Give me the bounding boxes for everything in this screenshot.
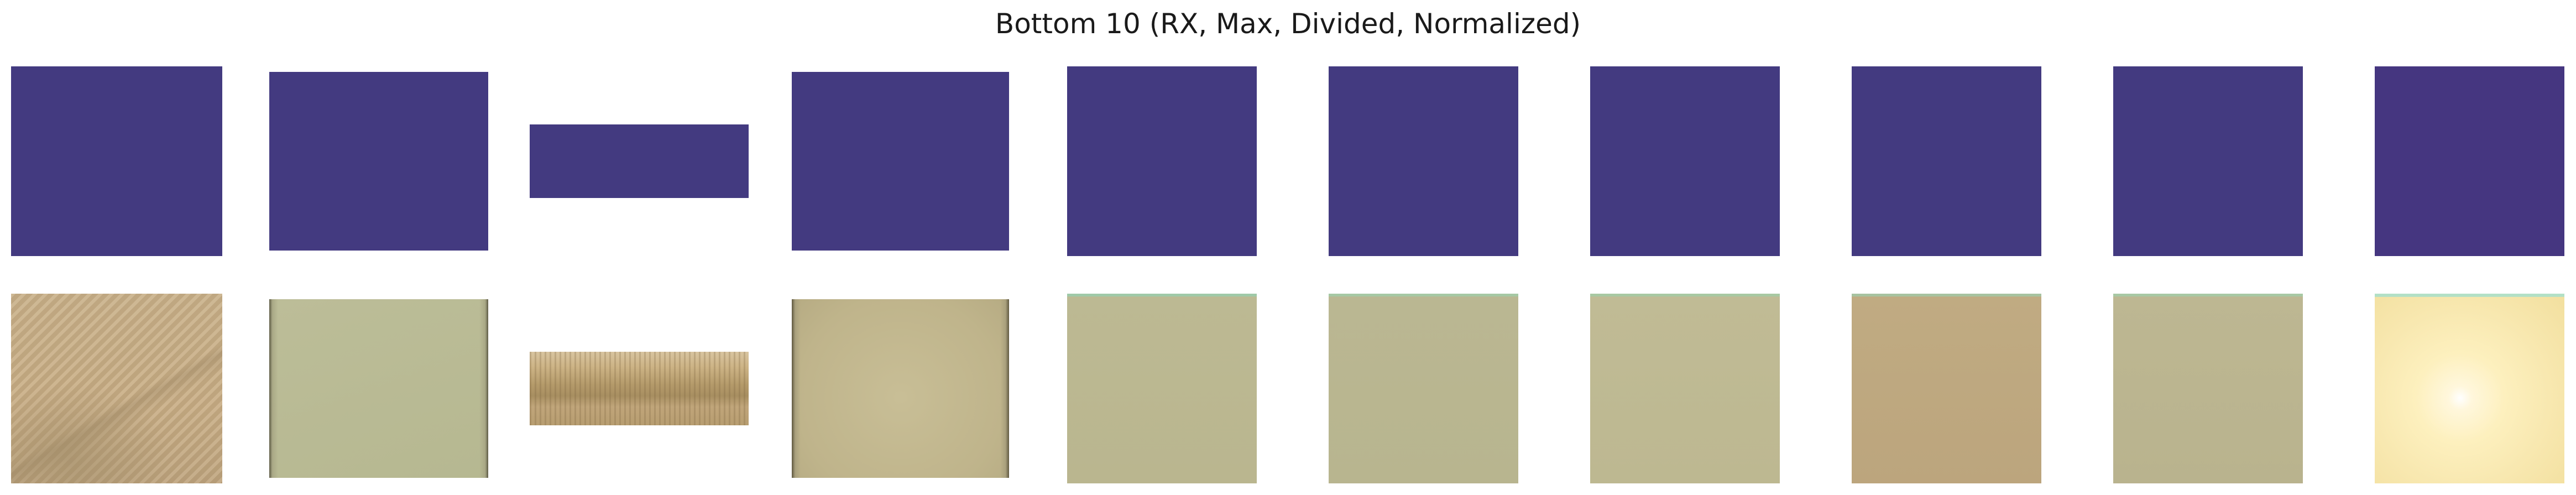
rx-map-4 (792, 72, 1009, 251)
flat-terrain-image (1067, 294, 1257, 483)
overexposed-sun-image (2375, 294, 2564, 483)
rx-map-3 (530, 124, 749, 198)
rx-map-7 (1590, 66, 1780, 256)
flat-terrain-image (1852, 294, 2041, 483)
flat-terrain-image (1590, 294, 1780, 483)
sand-dune-image (11, 294, 222, 483)
rx-map-1 (11, 66, 222, 256)
flat-terrain-image (2113, 294, 2303, 483)
flat-terrain-image (792, 299, 1009, 478)
rx-map-5 (1067, 66, 1257, 256)
rx-map-2 (269, 72, 488, 251)
flat-terrain-image (269, 299, 488, 478)
rx-map-8 (1852, 66, 2041, 256)
rx-map-6 (1329, 66, 1518, 256)
flat-terrain-image (1329, 294, 1518, 483)
figure-title: Bottom 10 (RX, Max, Divided, Normalized) (995, 8, 1581, 40)
rx-map-10 (2375, 66, 2564, 256)
landscape-panorama-image (530, 352, 749, 425)
rx-map-9 (2113, 66, 2303, 256)
